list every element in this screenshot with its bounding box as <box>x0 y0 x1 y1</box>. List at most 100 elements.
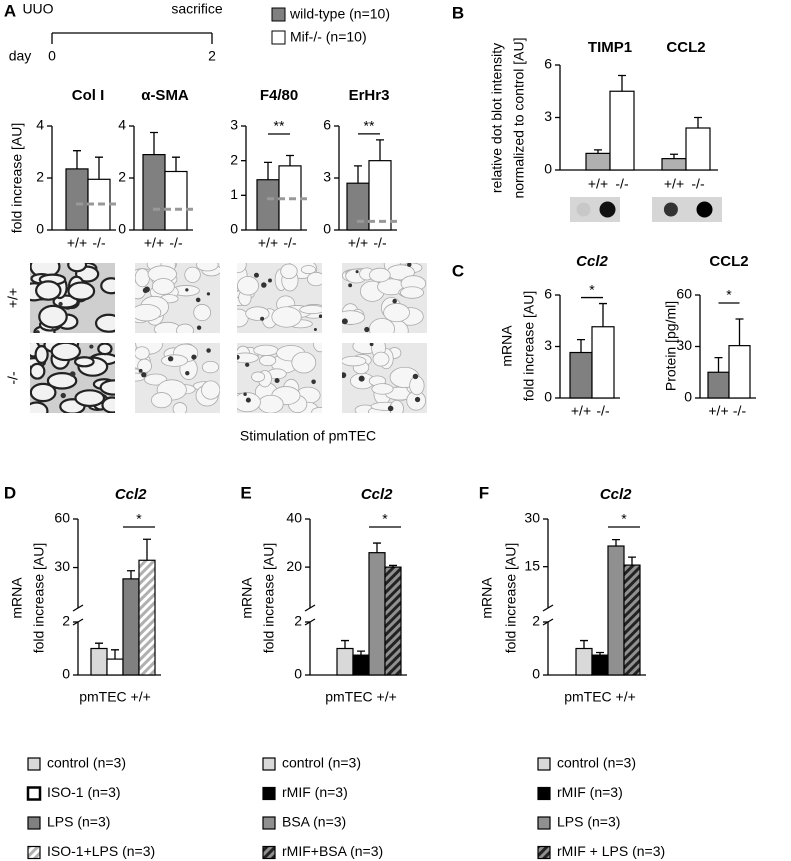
legend-swatch <box>27 757 41 771</box>
group-title: CCL2 <box>666 39 705 56</box>
tubule <box>251 371 266 383</box>
y-tick-label: 3 <box>323 169 331 185</box>
x-tick-label: -/- <box>373 235 387 251</box>
bar <box>368 552 386 676</box>
y-tick-label: 40 <box>286 510 302 526</box>
tubule <box>342 355 367 367</box>
y-tick-label: 4 <box>36 117 44 133</box>
stain <box>144 286 150 293</box>
significance-label: * <box>136 511 142 527</box>
stain <box>60 392 66 399</box>
y-tick-label: 3 <box>544 108 552 124</box>
stain <box>51 328 55 332</box>
legend-label: ISO-1 (n=3) <box>47 784 121 800</box>
significance-label: * <box>726 287 732 303</box>
stain <box>311 379 316 385</box>
tubule <box>237 263 247 273</box>
error-bar <box>596 651 604 656</box>
stain <box>245 397 251 403</box>
x-tick-label: +/+ <box>67 235 87 251</box>
stain <box>342 372 347 379</box>
stain <box>260 316 265 321</box>
legend-swatch <box>262 757 276 771</box>
y-tick-label: 3 <box>230 117 238 133</box>
error-bar <box>376 139 384 161</box>
chart-title: CCL2 <box>709 253 748 270</box>
tubule <box>201 361 220 374</box>
stain <box>342 318 348 325</box>
y-axis-label: mRNA <box>9 577 25 619</box>
y-axis-label: normalized to control [AU] <box>511 37 527 198</box>
tubule <box>67 263 88 273</box>
tubule <box>372 351 390 367</box>
tubule <box>342 310 366 325</box>
timeline-day: 0 <box>48 48 56 64</box>
stain <box>141 372 147 378</box>
bar <box>142 154 166 231</box>
legend-label: rMIF (n=3) <box>557 784 623 800</box>
legend-swatch <box>537 757 551 771</box>
legend-label: BSA (n=3) <box>282 814 346 830</box>
x-tick-label: +/+ <box>348 235 368 251</box>
blot-dot <box>696 201 713 218</box>
histology-image <box>30 343 115 413</box>
y-tick-label: 0 <box>36 221 44 237</box>
panel-label: E <box>240 483 251 502</box>
error-bar <box>111 649 119 660</box>
legend-swatch <box>262 845 276 860</box>
error-bar <box>95 642 103 649</box>
tubule <box>237 276 259 296</box>
bar <box>728 345 751 399</box>
legend-swatch <box>26 786 42 801</box>
y-tick-label: 60 <box>676 286 692 302</box>
legend-label: ISO-1+LPS (n=3) <box>47 843 155 859</box>
stain <box>412 373 419 380</box>
stain <box>196 325 202 330</box>
tubule <box>50 343 82 362</box>
y-tick-label: 2 <box>230 151 238 167</box>
legend-swatch <box>271 7 286 22</box>
error-bar <box>357 650 365 656</box>
y-axis-label: fold increase [AU] <box>31 543 47 654</box>
bar <box>352 654 370 676</box>
y-tick-label: 1 <box>230 186 238 202</box>
tubule <box>74 389 106 408</box>
bar <box>368 160 392 231</box>
chart-title: Ccl2 <box>576 253 608 270</box>
tubule <box>259 354 277 367</box>
stain <box>237 354 240 360</box>
y-tick-label: 0 <box>684 389 692 405</box>
y-tick-label: 6 <box>323 117 331 133</box>
x-axis-label: pmTEC +/+ <box>79 689 151 705</box>
stain <box>364 326 370 333</box>
tubule <box>35 280 62 301</box>
error-bar <box>612 539 620 547</box>
significance-label: * <box>589 281 595 297</box>
tubule <box>237 352 259 364</box>
tubule <box>300 265 317 275</box>
tubule <box>176 323 194 333</box>
legend-swatch <box>27 845 41 860</box>
chart-title: F4/80 <box>260 87 298 104</box>
bar <box>609 90 635 171</box>
error-bar <box>694 116 702 128</box>
timeline-day: 2 <box>208 48 216 64</box>
y-tick-label: 2 <box>532 613 540 629</box>
x-tick-label: +/+ <box>571 403 591 419</box>
significance-label: * <box>382 511 388 527</box>
x-tick-label: +/+ <box>588 176 608 192</box>
panel-label: B <box>452 3 464 22</box>
error-bar <box>373 542 381 553</box>
y-tick-label: 30 <box>676 337 692 353</box>
chart-title: Ccl2 <box>361 486 393 503</box>
bar <box>336 647 354 676</box>
tubule <box>271 306 302 328</box>
legend-label: control (n=3) <box>47 755 126 771</box>
tubule <box>409 375 425 396</box>
stain <box>243 392 247 397</box>
tubule <box>368 318 395 333</box>
chart-title: Ccl2 <box>115 486 147 503</box>
y-tick-label: 6 <box>544 286 552 302</box>
tubule <box>38 304 68 329</box>
